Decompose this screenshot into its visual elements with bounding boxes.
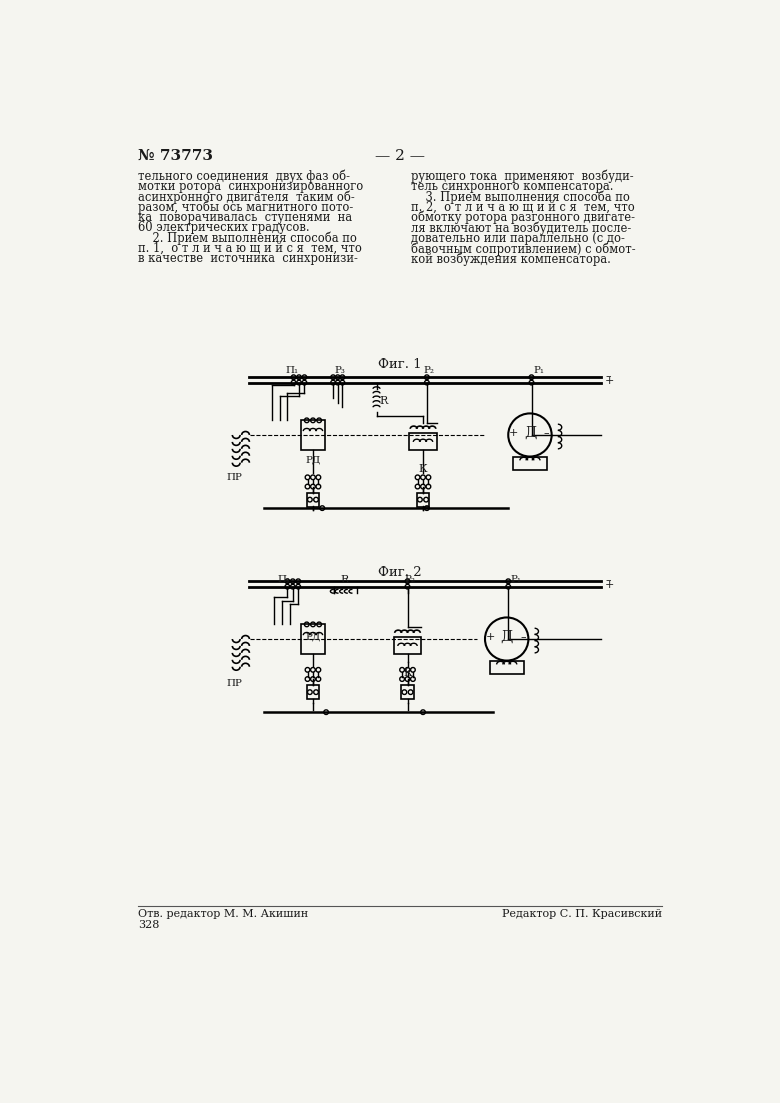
Text: Р₁: Р₁ [534, 366, 544, 375]
Text: +: + [605, 376, 615, 386]
Text: РД: РД [305, 456, 321, 464]
Text: 2. Прием выполнения способа по: 2. Прием выполнения способа по [138, 232, 356, 245]
Text: п. 2,  о т л и ч а ю щ и й с я  тем, что: п. 2, о т л и ч а ю щ и й с я тем, что [411, 201, 635, 214]
Text: 60 электрических градусов.: 60 электрических градусов. [138, 222, 310, 234]
Bar [300, 624, 325, 654]
Text: РД: РД [305, 633, 321, 642]
Bar [307, 685, 319, 699]
Text: п. 1,  о т л и ч а ю щ и й с я  тем, что: п. 1, о т л и ч а ю щ и й с я тем, что [138, 242, 362, 255]
Text: 328: 328 [138, 920, 159, 930]
Text: довательно или параллельно (с до-: довательно или параллельно (с до- [411, 232, 626, 245]
Text: Фиг. 1: Фиг. 1 [378, 358, 421, 371]
Text: К: К [403, 668, 412, 678]
Text: 3. Прием выполнения способа по: 3. Прием выполнения способа по [411, 190, 630, 204]
Text: ПР: ПР [227, 679, 243, 688]
Text: ПР: ПР [227, 473, 243, 482]
Text: Д: Д [501, 630, 513, 644]
Text: П₁: П₁ [285, 366, 299, 375]
Text: –: – [520, 632, 526, 642]
Text: R: R [380, 396, 388, 407]
Bar [490, 661, 523, 674]
Text: Р₂: Р₂ [424, 366, 434, 375]
Text: +: + [605, 580, 615, 590]
Text: в качестве  источника  синхронизи-: в качестве источника синхронизи- [138, 253, 358, 266]
Text: ля включают на возбудитель после-: ля включают на возбудитель после- [411, 222, 632, 235]
Text: ка  поворачивалась  ступенями  на: ка поворачивалась ступенями на [138, 211, 352, 224]
Bar [417, 493, 429, 506]
Text: –: – [605, 371, 611, 381]
Text: бавочным сопротивлением) с обмот-: бавочным сопротивлением) с обмот- [411, 242, 636, 256]
Text: асинхронного двигателя  таким об-: асинхронного двигателя таким об- [138, 190, 355, 204]
Text: П₁: П₁ [278, 575, 290, 585]
Text: рующего тока  применяют  возбуди-: рующего тока применяют возбуди- [411, 170, 634, 183]
Bar [513, 457, 547, 470]
Text: № 73773: № 73773 [138, 149, 213, 162]
Text: Д: Д [523, 426, 536, 440]
Text: тельного соединения  двух фаз об-: тельного соединения двух фаз об- [138, 170, 349, 183]
Text: –: – [544, 428, 549, 438]
Text: Р₃: Р₃ [335, 366, 346, 375]
Text: +: + [486, 632, 495, 642]
Text: +: + [509, 428, 519, 438]
Text: Р₁: Р₁ [511, 575, 522, 585]
Text: мотки ротора  синхронизированного: мотки ротора синхронизированного [138, 180, 363, 193]
Bar [307, 493, 319, 506]
Bar [401, 685, 413, 699]
Bar [300, 420, 325, 450]
Bar [394, 638, 421, 654]
Text: R: R [340, 575, 349, 585]
Text: К: К [419, 464, 427, 474]
Text: — 2 —: — 2 — [374, 149, 425, 162]
Text: Фиг. 2: Фиг. 2 [378, 566, 421, 579]
Text: тель синхронного компенсатора.: тель синхронного компенсатора. [411, 180, 614, 193]
Bar [409, 433, 437, 450]
Text: Редактор С. П. Красивский: Редактор С. П. Красивский [502, 909, 661, 919]
Text: обмотку ротора разгонного двигате-: обмотку ротора разгонного двигате- [411, 211, 636, 224]
Text: Отв. редактор М. М. Акишин: Отв. редактор М. М. Акишин [138, 909, 308, 919]
Text: разом, чтобы ось магнитного пото-: разом, чтобы ось магнитного пото- [138, 201, 353, 214]
Text: –: – [605, 575, 611, 585]
Text: кой возбуждения компенсатора.: кой возбуждения компенсатора. [411, 253, 612, 266]
Text: Р₂: Р₂ [404, 575, 416, 585]
